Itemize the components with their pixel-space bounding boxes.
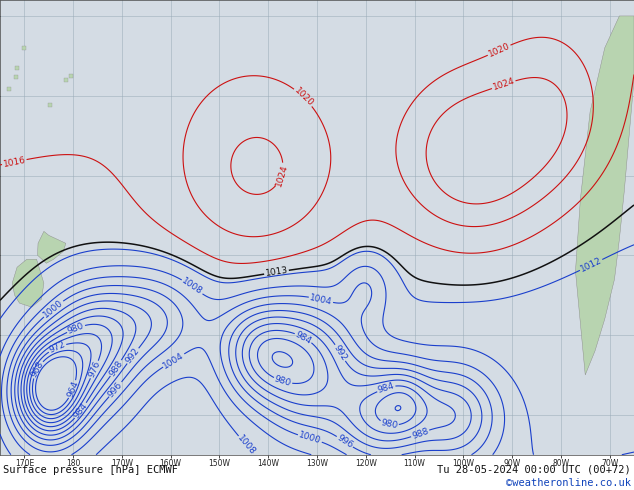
Text: 980: 980: [380, 418, 399, 431]
Polygon shape: [37, 231, 66, 263]
Polygon shape: [576, 16, 634, 375]
Text: 1004: 1004: [309, 293, 333, 306]
Text: ©weatheronline.co.uk: ©weatheronline.co.uk: [506, 478, 631, 488]
Text: 1000: 1000: [42, 298, 65, 319]
Text: 1000: 1000: [297, 431, 322, 446]
Text: 1012: 1012: [579, 256, 604, 274]
Text: 1020: 1020: [487, 42, 512, 59]
Text: 976: 976: [87, 360, 102, 379]
Text: 1020: 1020: [292, 86, 315, 108]
Text: 968: 968: [29, 360, 46, 379]
Text: 1013: 1013: [264, 266, 288, 278]
Text: 992: 992: [332, 343, 349, 363]
Text: 988: 988: [107, 359, 125, 378]
Text: 1008: 1008: [236, 434, 257, 457]
Text: 1024: 1024: [274, 163, 289, 187]
Text: 984: 984: [72, 401, 89, 420]
Text: 996: 996: [107, 380, 124, 399]
Text: 972: 972: [48, 340, 67, 355]
Text: 980: 980: [273, 374, 292, 388]
Text: 1016: 1016: [2, 155, 27, 169]
Text: 1024: 1024: [491, 77, 516, 93]
Text: Tu 28-05-2024 00:00 UTC (00+72): Tu 28-05-2024 00:00 UTC (00+72): [437, 465, 631, 475]
Text: 996: 996: [335, 433, 354, 450]
Text: 1008: 1008: [180, 276, 204, 297]
Text: 984: 984: [377, 381, 396, 395]
Text: 964: 964: [65, 380, 80, 399]
Text: 992: 992: [124, 346, 141, 366]
Text: 1004: 1004: [162, 350, 186, 370]
Text: 980: 980: [66, 321, 86, 336]
Polygon shape: [12, 259, 44, 307]
Text: 984: 984: [294, 329, 313, 345]
Text: Surface pressure [hPa] ECMWF: Surface pressure [hPa] ECMWF: [3, 465, 178, 475]
Text: 988: 988: [411, 426, 430, 441]
